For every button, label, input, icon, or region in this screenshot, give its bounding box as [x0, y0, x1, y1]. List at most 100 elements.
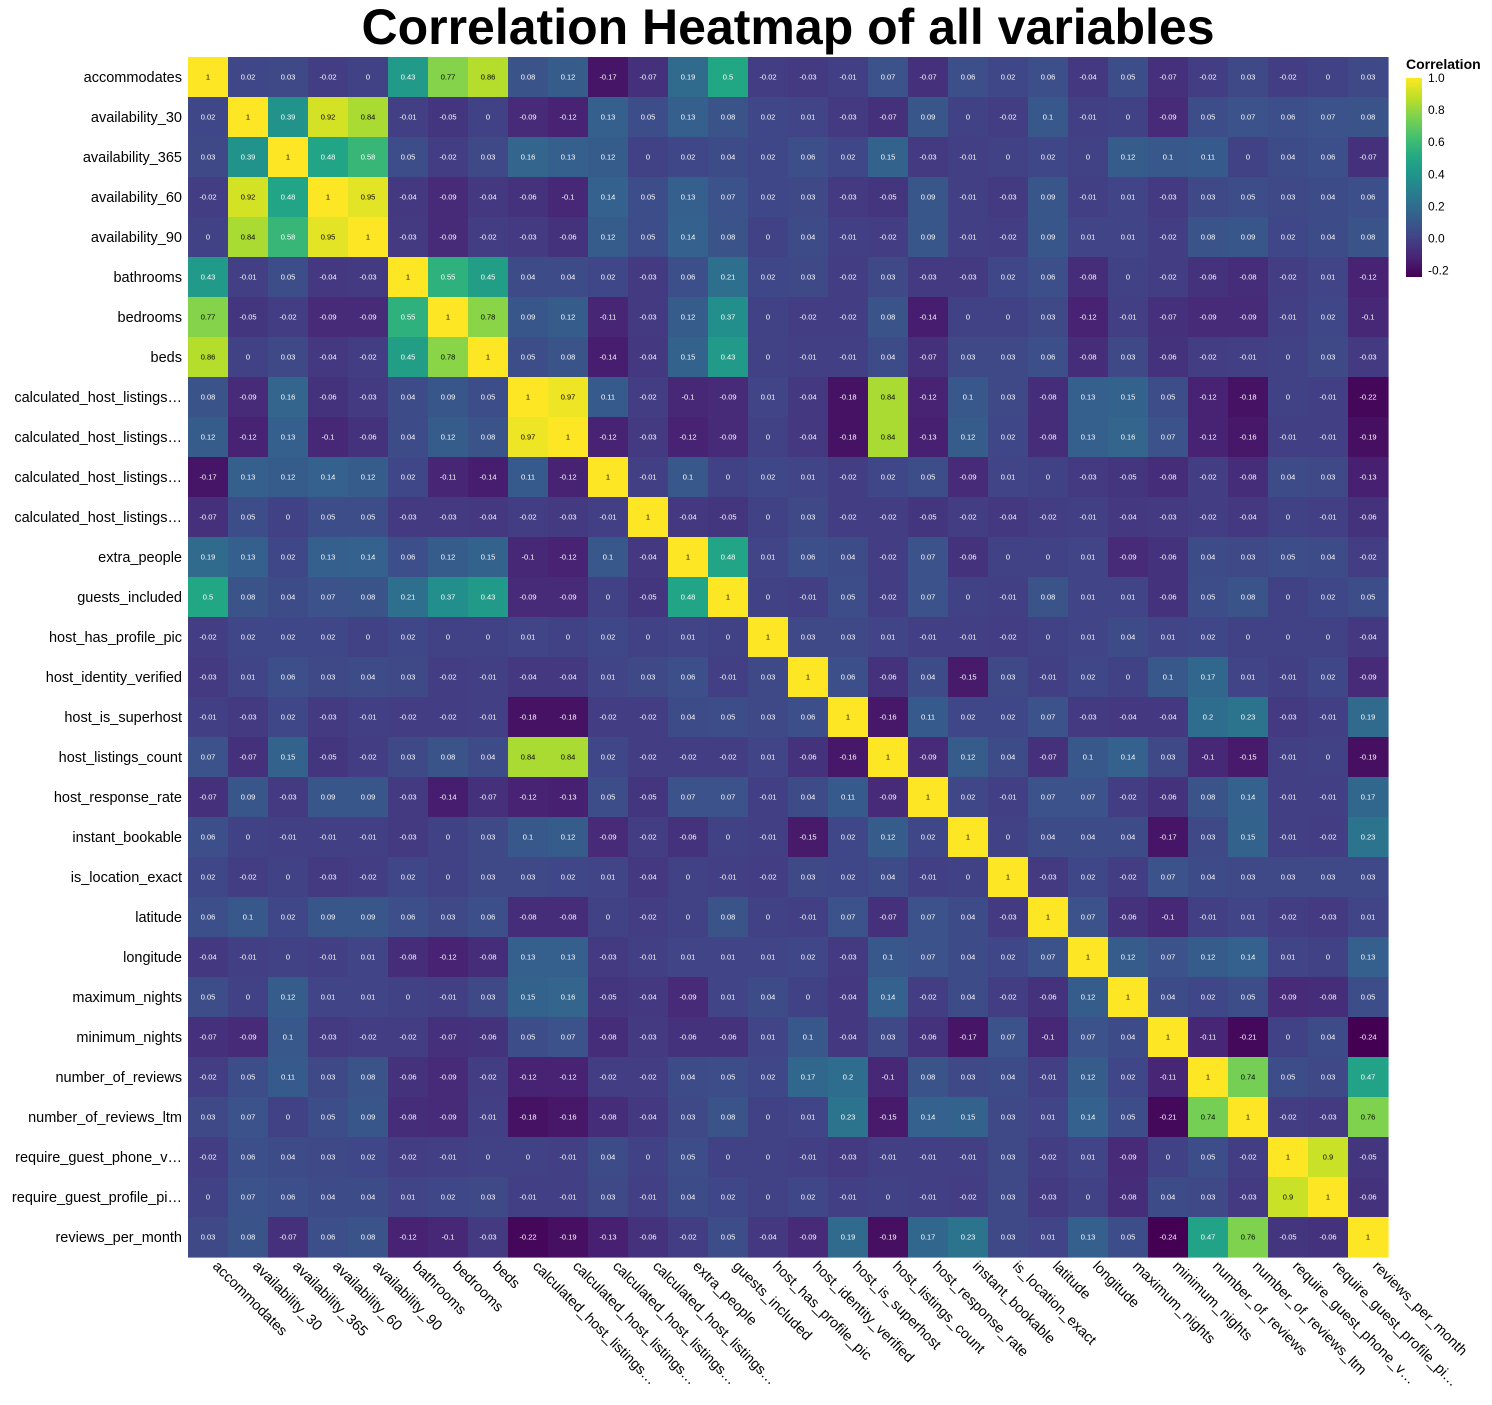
heatmap-cell [1268, 1137, 1309, 1178]
cell-value-label: -0.14 [599, 353, 616, 362]
cell-value-label: 0.04 [1001, 753, 1016, 762]
heatmap-cell [308, 457, 349, 498]
cell-value-label: 0.86 [481, 73, 496, 82]
heatmap-cell [588, 857, 629, 898]
heatmap-cell [1028, 697, 1069, 738]
cell-value-label: -0.16 [839, 753, 856, 762]
heatmap-cell [1308, 417, 1349, 458]
cell-value-label: 0.08 [241, 1233, 256, 1242]
cell-value-label: -0.02 [1279, 913, 1296, 922]
cell-value-label: -0.12 [519, 793, 536, 802]
heatmap-cell [188, 1017, 229, 1058]
cell-value-label: -0.01 [199, 713, 216, 722]
heatmap-cell [1188, 1097, 1229, 1138]
cell-value-label: 0 [1246, 633, 1250, 642]
cell-value-label: 0 [366, 633, 370, 642]
cell-value-label: 0.06 [1361, 193, 1376, 202]
cell-value-label: 0.04 [961, 953, 976, 962]
cell-value-label: 0.09 [1041, 233, 1056, 242]
cell-value-label: -0.08 [599, 1113, 616, 1122]
cell-value-label: 0.37 [441, 593, 456, 602]
heatmap-cell [428, 97, 469, 138]
heatmap-cell [988, 777, 1029, 818]
cell-value-label: 1 [1006, 873, 1010, 882]
heatmap-cell [188, 977, 229, 1018]
heatmap-cell [1148, 57, 1189, 98]
cell-value-label: 0.07 [1081, 1033, 1096, 1042]
cell-value-label: 0 [886, 1193, 890, 1202]
heatmap-cell [348, 1097, 389, 1138]
heatmap-cell [428, 217, 469, 258]
heatmap-cell [668, 697, 709, 738]
heatmap-cell [308, 177, 349, 218]
heatmap-cell [428, 977, 469, 1018]
heatmap-cell [1068, 1057, 1109, 1098]
heatmap-cell [1268, 337, 1309, 378]
cell-value-label: -0.02 [839, 273, 856, 282]
heatmap-cell [348, 97, 389, 138]
heatmap-cell [628, 457, 669, 498]
y-tick-label: calculated_host_listings… [14, 510, 182, 526]
cell-value-label: 0.84 [241, 233, 256, 242]
heatmap-cell [228, 1057, 269, 1098]
heatmap-cell [468, 337, 509, 378]
cell-value-label: 0.01 [1081, 633, 1096, 642]
cell-value-label: -0.06 [679, 833, 696, 842]
heatmap-cell [1308, 1097, 1349, 1138]
heatmap-cell [1148, 97, 1189, 138]
cell-value-label: 0.02 [1121, 1073, 1136, 1082]
cell-value-label: -0.03 [839, 1153, 856, 1162]
cell-value-label: -0.01 [839, 73, 856, 82]
cell-value-label: -0.01 [959, 633, 976, 642]
heatmap-cell [1188, 777, 1229, 818]
heatmap-cell [868, 417, 909, 458]
cell-value-label: 0.05 [1121, 1113, 1136, 1122]
cell-value-label: 0.06 [201, 833, 216, 842]
heatmap-cell [508, 697, 549, 738]
cell-value-label: 0.12 [201, 433, 216, 442]
heatmap-cell [508, 1097, 549, 1138]
cell-value-label: 0.01 [1041, 1233, 1056, 1242]
heatmap-cell [308, 497, 349, 538]
heatmap-cell [228, 1217, 269, 1258]
heatmap-cell [908, 177, 949, 218]
heatmap-cell [1148, 817, 1189, 858]
heatmap-cell [1148, 857, 1189, 898]
cell-value-label: 0.05 [401, 153, 416, 162]
cell-value-label: -0.01 [799, 913, 816, 922]
cell-value-label: 1 [1246, 1113, 1250, 1122]
cell-value-label: -0.02 [319, 73, 336, 82]
heatmap-cell [708, 97, 749, 138]
heatmap-cell [948, 337, 989, 378]
cell-value-label: -0.09 [959, 473, 976, 482]
heatmap-cell [188, 137, 229, 178]
cell-value-label: -0.02 [639, 753, 656, 762]
cell-value-label: 0.97 [561, 393, 576, 402]
heatmap-cell [948, 97, 989, 138]
cell-value-label: -0.07 [199, 793, 216, 802]
legend-tick-label: 0.8 [1428, 103, 1445, 117]
heatmap-cell [388, 497, 429, 538]
heatmap-cell [948, 657, 989, 698]
heatmap-cell [1268, 57, 1309, 98]
heatmap-cell [268, 57, 309, 98]
cell-value-label: 0.21 [721, 273, 736, 282]
heatmap-cell [1228, 417, 1269, 458]
heatmap-cell [828, 537, 869, 578]
heatmap-cell [1228, 1137, 1269, 1178]
cell-value-label: 0 [766, 593, 770, 602]
cell-value-label: 1 [446, 313, 450, 322]
heatmap-cell [828, 377, 869, 418]
heatmap-cell [868, 377, 909, 418]
cell-value-label: 0.07 [1041, 953, 1056, 962]
heatmap-cell [1348, 137, 1389, 178]
cell-value-label: 0.05 [921, 473, 936, 482]
heatmap-cell [988, 297, 1029, 338]
heatmap-cell [548, 1177, 589, 1218]
heatmap-cell [628, 817, 669, 858]
cell-value-label: -0.12 [1199, 393, 1216, 402]
cell-value-label: 0 [726, 833, 730, 842]
cell-value-label: -0.03 [399, 833, 416, 842]
cell-value-label: 0.12 [1201, 953, 1216, 962]
cell-value-label: -0.08 [519, 913, 536, 922]
